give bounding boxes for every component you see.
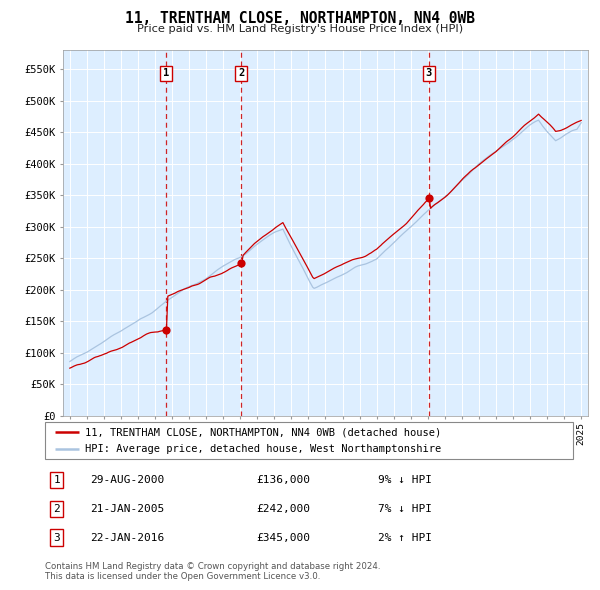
- Text: 2: 2: [53, 504, 60, 514]
- Text: 11, TRENTHAM CLOSE, NORTHAMPTON, NN4 0WB: 11, TRENTHAM CLOSE, NORTHAMPTON, NN4 0WB: [125, 11, 475, 25]
- Text: 21-JAN-2005: 21-JAN-2005: [90, 504, 164, 514]
- Text: £136,000: £136,000: [256, 475, 310, 485]
- Text: £345,000: £345,000: [256, 533, 310, 543]
- Text: HPI: Average price, detached house, West Northamptonshire: HPI: Average price, detached house, West…: [85, 444, 441, 454]
- Point: [424, 194, 434, 203]
- FancyBboxPatch shape: [45, 422, 573, 459]
- Text: 22-JAN-2016: 22-JAN-2016: [90, 533, 164, 543]
- Point: [161, 326, 171, 335]
- Text: Contains HM Land Registry data © Crown copyright and database right 2024.: Contains HM Land Registry data © Crown c…: [45, 562, 380, 571]
- Text: 3: 3: [53, 533, 60, 543]
- Text: £242,000: £242,000: [256, 504, 310, 514]
- Text: 9% ↓ HPI: 9% ↓ HPI: [377, 475, 431, 485]
- Text: 2: 2: [238, 68, 244, 78]
- Text: 1: 1: [163, 68, 169, 78]
- Text: 1: 1: [53, 475, 60, 485]
- Text: 11, TRENTHAM CLOSE, NORTHAMPTON, NN4 0WB (detached house): 11, TRENTHAM CLOSE, NORTHAMPTON, NN4 0WB…: [85, 427, 441, 437]
- Text: 29-AUG-2000: 29-AUG-2000: [90, 475, 164, 485]
- Text: Price paid vs. HM Land Registry's House Price Index (HPI): Price paid vs. HM Land Registry's House …: [137, 24, 463, 34]
- Text: 3: 3: [425, 68, 432, 78]
- Text: 7% ↓ HPI: 7% ↓ HPI: [377, 504, 431, 514]
- Point: [236, 258, 246, 268]
- Text: 2% ↑ HPI: 2% ↑ HPI: [377, 533, 431, 543]
- Text: This data is licensed under the Open Government Licence v3.0.: This data is licensed under the Open Gov…: [45, 572, 320, 581]
